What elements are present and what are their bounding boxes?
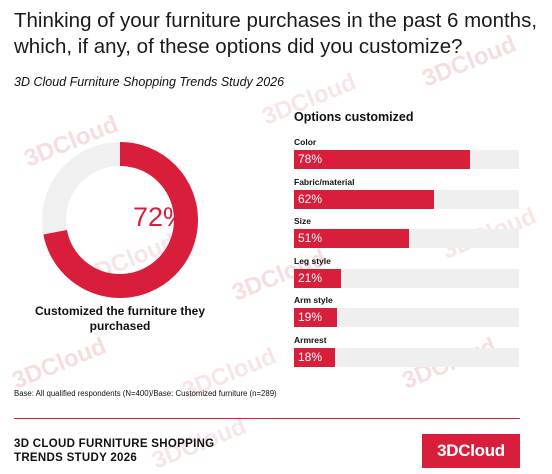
bar-value-label: 51% [298,231,323,245]
bar-value-label: 19% [298,310,323,324]
bar-chart-title: Options customized [294,110,414,124]
footer-study-title: 3D CLOUD FURNITURE SHOPPING TRENDS STUDY… [14,437,244,465]
base-note: Base: All qualified respondents (N=400)/… [14,389,277,398]
brand-logo: 3DCloud [422,434,520,468]
bar-value-label: 18% [298,349,323,364]
donut-svg [42,142,198,298]
bar-row: Color 78% [294,136,519,169]
bar-value-label: 21% [298,270,323,285]
bar-track: 19% [294,308,519,327]
page-subtitle: 3D Cloud Furniture Shopping Trends Study… [14,75,285,89]
bar-row: Size 51% [294,215,519,248]
bar-track: 18% [294,347,519,367]
bar-category-label: Leg style [294,255,331,266]
watermark-text: 3DCloud [8,332,110,395]
bar-track: 62% [294,189,519,209]
bar-category-label: Size [294,216,312,226]
bar-category-label: Arm style [294,295,333,305]
bar-value-label: 78% [298,152,323,166]
bar-category-label: Armrest [294,334,327,345]
bar [294,347,335,367]
bar [294,308,337,327]
donut-center-label: 72% [132,202,188,232]
bar-track: 51% [294,229,519,248]
donut-chart: 72% [40,140,200,300]
bar [294,150,470,169]
bar-row: Leg style 21% [294,255,519,288]
bar [294,229,409,248]
donut-slice-customized [42,142,198,298]
bar [294,189,434,209]
page-title: Thinking of your furniture purchases in … [14,9,538,58]
bar-category-label: Color [294,137,317,147]
bar-row: Fabric/material 62% [294,176,519,209]
bar-category-label: Fabric/material [294,176,355,187]
bar-track: 21% [294,268,519,288]
footer-divider [14,418,520,419]
bar-track: 78% [294,150,519,169]
donut-caption: Customized the furniture they purchased [34,304,205,333]
footer-title-line-2: TRENDS STUDY 2026 [14,452,138,464]
bar-row: Armrest 18% [294,334,519,367]
bar-value-label: 62% [298,191,323,206]
bar [294,268,342,288]
bar-row: Arm style 19% [294,294,519,327]
footer-title-line-1: 3D CLOUD FURNITURE SHOPPING [14,438,215,450]
